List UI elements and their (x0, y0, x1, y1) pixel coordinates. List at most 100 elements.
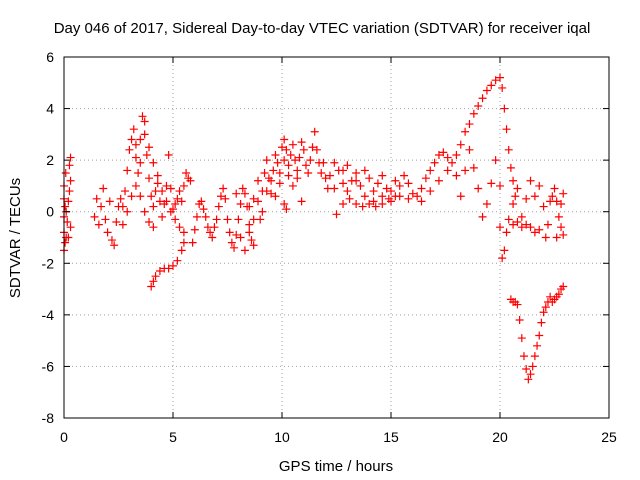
data-point (535, 331, 544, 340)
data-point (140, 117, 149, 126)
x-tick-label: 0 (60, 429, 68, 445)
data-point (94, 220, 103, 229)
data-point (153, 171, 162, 180)
data-point (61, 202, 70, 211)
data-point (371, 202, 380, 211)
data-point (179, 181, 188, 190)
data-point (107, 236, 116, 245)
data-point (216, 192, 225, 201)
data-point (317, 169, 326, 178)
data-point (543, 220, 552, 229)
data-point (123, 207, 132, 216)
data-point (121, 187, 130, 196)
data-point (506, 163, 515, 172)
data-point (227, 238, 236, 247)
data-point (269, 166, 278, 175)
data-point (339, 199, 348, 208)
data-point (310, 127, 319, 136)
data-point (528, 362, 537, 371)
data-point (509, 220, 518, 229)
data-point (64, 233, 73, 242)
data-point (559, 282, 568, 291)
data-point (293, 174, 302, 183)
data-point (262, 156, 271, 165)
data-point (408, 189, 417, 198)
data-point (254, 176, 263, 185)
data-point (162, 197, 171, 206)
data-point (90, 212, 99, 221)
data-point (524, 375, 533, 384)
data-point (138, 112, 147, 121)
data-point (260, 169, 269, 178)
data-point (515, 316, 524, 325)
data-point (554, 212, 563, 221)
data-point (65, 161, 74, 170)
data-point (245, 220, 254, 229)
data-point (439, 148, 448, 157)
data-point (343, 161, 352, 170)
data-point (345, 194, 354, 203)
data-point (474, 101, 483, 110)
data-point (208, 233, 217, 242)
data-point (360, 166, 369, 175)
data-point (275, 169, 284, 178)
data-point (101, 215, 110, 224)
data-point (151, 272, 160, 281)
data-point (110, 241, 119, 250)
data-point (99, 184, 108, 193)
data-point (519, 352, 528, 361)
data-point (369, 187, 378, 196)
data-point (500, 104, 509, 113)
data-point (116, 194, 125, 203)
x-tick-label: 15 (383, 429, 399, 445)
data-point (500, 246, 509, 255)
data-point (358, 202, 367, 211)
data-point (539, 308, 548, 317)
data-point (61, 238, 70, 247)
data-point (511, 192, 520, 201)
data-point (221, 194, 230, 203)
data-point (190, 225, 199, 234)
data-point (502, 228, 511, 237)
data-point (136, 192, 145, 201)
data-point (360, 192, 369, 201)
y-tick-label: 4 (46, 101, 54, 117)
data-point (158, 187, 167, 196)
data-point (526, 176, 535, 185)
data-point (530, 192, 539, 201)
data-point (284, 171, 293, 180)
data-point (271, 150, 280, 159)
data-point (177, 197, 186, 206)
data-point (426, 187, 435, 196)
data-point (118, 220, 127, 229)
data-point (197, 197, 206, 206)
data-point (330, 184, 339, 193)
data-point (236, 199, 245, 208)
data-point (522, 220, 531, 229)
data-point (384, 194, 393, 203)
data-point (158, 212, 167, 221)
data-point (535, 181, 544, 190)
data-point (552, 233, 561, 242)
data-point (282, 205, 291, 214)
data-point (127, 135, 136, 144)
data-point (118, 202, 127, 211)
data-point (391, 176, 400, 185)
data-point (105, 197, 114, 206)
data-point (509, 199, 518, 208)
data-point (491, 156, 500, 165)
data-point (496, 73, 504, 82)
data-point (177, 246, 186, 255)
data-point (352, 169, 361, 178)
data-point (319, 158, 328, 167)
data-point (513, 184, 522, 193)
data-point (182, 169, 191, 178)
data-point (509, 176, 518, 185)
data-point (469, 109, 478, 118)
data-point (267, 176, 276, 185)
data-point (275, 179, 284, 188)
data-point (288, 140, 297, 149)
data-point (278, 143, 286, 152)
data-point (295, 153, 304, 162)
data-point (236, 233, 245, 242)
